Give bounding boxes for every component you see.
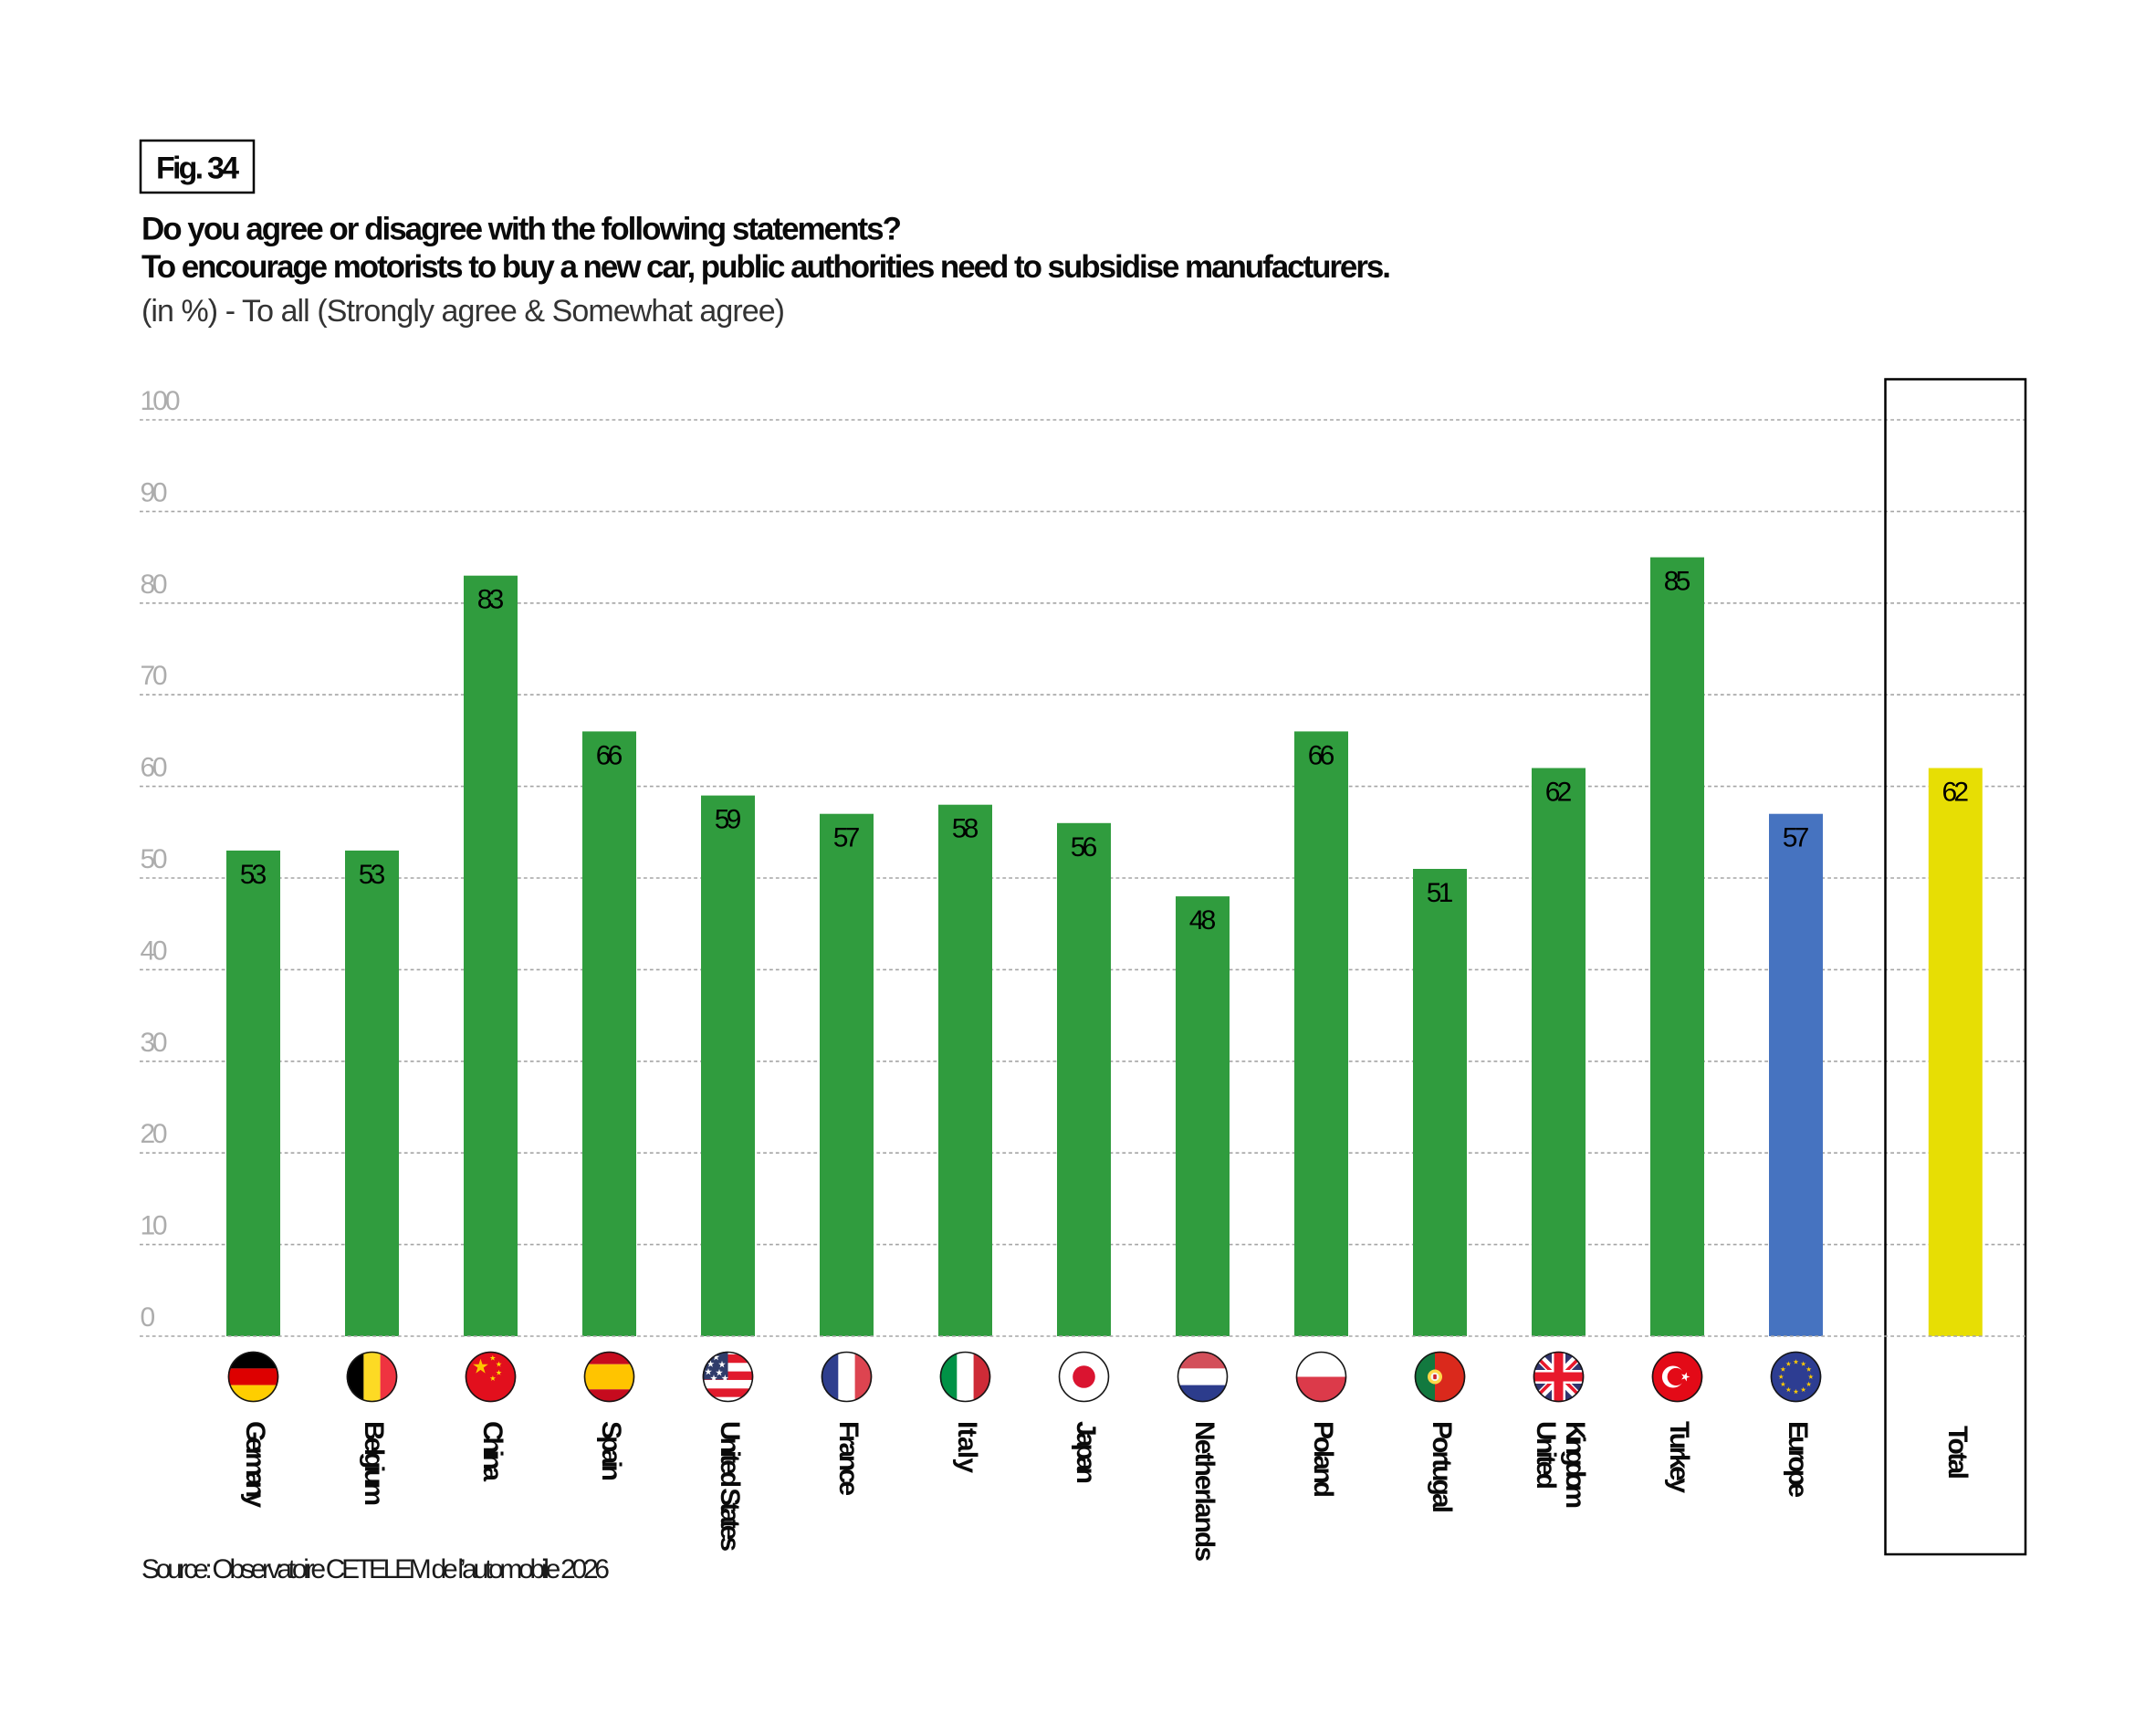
svg-text:Europe: Europe: [1783, 1421, 1813, 1498]
svg-text:57: 57: [833, 823, 861, 853]
svg-text:Do you agree or disagree with: Do you agree or disagree with the follow…: [141, 212, 902, 247]
svg-text:To encourage motorists to buy: To encourage motorists to buy a new car,…: [141, 249, 1391, 285]
svg-text:53: 53: [240, 860, 267, 890]
svg-text:Poland: Poland: [1308, 1421, 1338, 1498]
svg-text:70: 70: [141, 661, 168, 691]
svg-text:53: 53: [359, 860, 386, 890]
svg-text:30: 30: [141, 1028, 168, 1058]
svg-text:United: United: [1531, 1421, 1561, 1490]
svg-text:Fig. 34: Fig. 34: [156, 152, 239, 186]
svg-text:Kingdom: Kingdom: [1560, 1421, 1590, 1509]
svg-text:85: 85: [1664, 567, 1691, 597]
svg-text:Turkey: Turkey: [1664, 1421, 1694, 1493]
svg-text:83: 83: [477, 585, 505, 615]
svg-text:51: 51: [1427, 878, 1454, 908]
svg-text:59: 59: [715, 805, 742, 835]
svg-text:80: 80: [141, 570, 168, 600]
svg-text:Italy: Italy: [952, 1421, 982, 1473]
svg-text:56: 56: [1071, 832, 1098, 862]
svg-text:100: 100: [141, 386, 181, 416]
svg-text:Netherlands: Netherlands: [1189, 1421, 1219, 1562]
svg-text:Portugal: Portugal: [1427, 1421, 1457, 1513]
svg-text:20: 20: [141, 1119, 168, 1149]
svg-text:United States: United States: [715, 1421, 745, 1552]
svg-text:Belgium: Belgium: [359, 1421, 389, 1506]
svg-text:Japan: Japan: [1071, 1421, 1101, 1484]
svg-text:48: 48: [1189, 905, 1217, 936]
svg-text:60: 60: [141, 753, 168, 783]
svg-text:France: France: [833, 1421, 863, 1496]
svg-text:0: 0: [141, 1302, 156, 1333]
svg-text:62: 62: [1545, 778, 1573, 808]
svg-text:China: China: [477, 1421, 508, 1481]
svg-text:62: 62: [1942, 778, 1970, 808]
svg-text:40: 40: [141, 936, 168, 966]
svg-text:58: 58: [952, 814, 979, 844]
svg-text:Germany: Germany: [240, 1421, 270, 1508]
svg-text:90: 90: [141, 477, 168, 507]
svg-text:10: 10: [141, 1211, 168, 1241]
svg-text:50: 50: [141, 844, 168, 874]
svg-text:Total: Total: [1942, 1426, 1973, 1479]
svg-text:Spain: Spain: [596, 1421, 626, 1481]
svg-text:57: 57: [1783, 823, 1810, 853]
svg-text:Source: Observatoire CETELEM d: Source: Observatoire CETELEM de l’automo…: [141, 1554, 610, 1584]
svg-text:66: 66: [1308, 740, 1335, 770]
svg-text:66: 66: [596, 740, 623, 770]
svg-text:(in %) - To all (Strongly agre: (in %) - To all (Strongly agree & Somewh…: [141, 294, 785, 329]
